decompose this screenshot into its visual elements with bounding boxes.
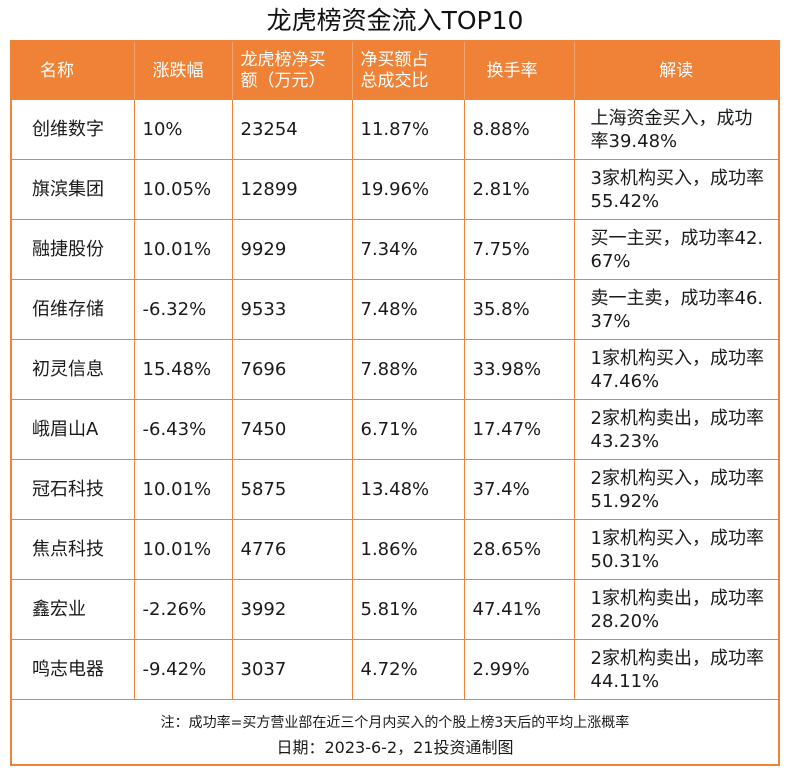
- cell-interpretation: 1家机构买入，成功率47.46%: [574, 339, 778, 400]
- cell-name: 融捷股份: [12, 219, 135, 280]
- header-name: 名称: [12, 42, 135, 100]
- cell-ratio: 7.48%: [352, 279, 465, 340]
- cell-name: 旗滨集团: [12, 159, 135, 220]
- cell-change: -6.43%: [134, 399, 233, 460]
- header-change: 涨跌幅: [134, 42, 233, 100]
- cell-change: 10.01%: [134, 219, 233, 280]
- cell-change: 10%: [134, 100, 233, 160]
- cell-turnover: 28.65%: [464, 519, 575, 580]
- cell-change: -6.32%: [134, 279, 233, 340]
- cell-ratio: 4.72%: [352, 639, 465, 700]
- table-row: 鑫宏业 -2.26% 3992 5.81% 47.41% 1家机构卖出，成功率2…: [12, 579, 778, 640]
- cell-change: -9.42%: [134, 639, 233, 700]
- header-ratio-line1: 净买额占: [360, 50, 429, 70]
- table-row: 冠石科技 10.01% 5875 13.48% 37.4% 2家机构买入，成功率…: [12, 459, 778, 520]
- cell-net-buy: 9533: [232, 279, 353, 340]
- cell-turnover: 37.4%: [464, 459, 575, 520]
- cell-interpretation: 卖一主卖，成功率46.37%: [574, 279, 778, 340]
- header-interpretation: 解读: [574, 42, 778, 100]
- cell-net-buy: 9929: [232, 219, 353, 280]
- table-row: 旗滨集团 10.05% 12899 19.96% 2.81% 3家机构买入，成功…: [12, 159, 778, 220]
- cell-change: -2.26%: [134, 579, 233, 640]
- cell-change: 10.05%: [134, 159, 233, 220]
- cell-net-buy: 7696: [232, 339, 353, 400]
- cell-ratio: 5.81%: [352, 579, 465, 640]
- table-row: 初灵信息 15.48% 7696 7.88% 33.98% 1家机构买入，成功率…: [12, 339, 778, 400]
- header-net-buy: 龙虎榜净买 额（万元）: [232, 42, 353, 100]
- cell-interpretation: 1家机构买入，成功率50.31%: [574, 519, 778, 580]
- cell-ratio: 19.96%: [352, 159, 465, 220]
- cell-interpretation: 上海资金买入，成功率39.48%: [574, 100, 778, 160]
- cell-turnover: 47.41%: [464, 579, 575, 640]
- cell-turnover: 2.81%: [464, 159, 575, 220]
- cell-ratio: 6.71%: [352, 399, 465, 460]
- footnote: 注：成功率=买方营业部在近三个月内买入的个股上榜3天后的平均上涨概率: [160, 715, 630, 731]
- cell-name: 焦点科技: [12, 519, 135, 580]
- cell-ratio: 13.48%: [352, 459, 465, 520]
- data-table-container: 名称 涨跌幅 龙虎榜净买 额（万元） 净买额占 总成交比 换手率 解读 创维数字…: [10, 40, 780, 766]
- cell-name: 峨眉山A: [12, 399, 135, 460]
- header-ratio-line2: 总成交比: [360, 71, 429, 91]
- cell-turnover: 8.88%: [464, 100, 575, 160]
- cell-net-buy: 5875: [232, 459, 353, 520]
- cell-net-buy: 12899: [232, 159, 353, 220]
- cell-change: 10.01%: [134, 519, 233, 580]
- table-row: 融捷股份 10.01% 9929 7.34% 7.75% 买一主买，成功率42.…: [12, 219, 778, 280]
- cell-interpretation: 2家机构买入，成功率51.92%: [574, 459, 778, 520]
- table-row: 鸣志电器 -9.42% 3037 4.72% 2.99% 2家机构卖出，成功率4…: [12, 639, 778, 700]
- cell-turnover: 35.8%: [464, 279, 575, 340]
- cell-net-buy: 3037: [232, 639, 353, 700]
- cell-name: 创维数字: [12, 100, 135, 160]
- date-credit: 日期：2023-6-2，21投资通制图: [276, 738, 514, 757]
- cell-change: 10.01%: [134, 459, 233, 520]
- cell-interpretation: 2家机构卖出，成功率43.23%: [574, 399, 778, 460]
- table-row: 佰维存储 -6.32% 9533 7.48% 35.8% 卖一主卖，成功率46.…: [12, 279, 778, 340]
- cell-turnover: 17.47%: [464, 399, 575, 460]
- table-header-row: 名称 涨跌幅 龙虎榜净买 额（万元） 净买额占 总成交比 换手率 解读: [12, 42, 778, 100]
- page-title: 龙虎榜资金流入TOP10: [266, 6, 524, 35]
- cell-net-buy: 7450: [232, 399, 353, 460]
- cell-name: 鑫宏业: [12, 579, 135, 640]
- table-row: 峨眉山A -6.43% 7450 6.71% 17.47% 2家机构卖出，成功率…: [12, 399, 778, 460]
- cell-net-buy: 23254: [232, 100, 353, 160]
- cell-interpretation: 3家机构买入，成功率55.42%: [574, 159, 778, 220]
- cell-interpretation: 买一主买，成功率42.67%: [574, 219, 778, 280]
- cell-net-buy: 3992: [232, 579, 353, 640]
- cell-change: 15.48%: [134, 339, 233, 400]
- cell-turnover: 2.99%: [464, 639, 575, 700]
- header-net-buy-line2: 额（万元）: [240, 71, 326, 91]
- cell-name: 鸣志电器: [12, 639, 135, 700]
- header-net-buy-line1: 龙虎榜净买: [240, 50, 326, 70]
- header-turnover: 换手率: [464, 42, 575, 100]
- cell-interpretation: 2家机构卖出，成功率44.11%: [574, 639, 778, 700]
- dragon-tiger-table: 名称 涨跌幅 龙虎榜净买 额（万元） 净买额占 总成交比 换手率 解读 创维数字…: [12, 42, 778, 700]
- cell-ratio: 7.88%: [352, 339, 465, 400]
- cell-net-buy: 4776: [232, 519, 353, 580]
- cell-ratio: 11.87%: [352, 100, 465, 160]
- cell-interpretation: 1家机构卖出，成功率28.20%: [574, 579, 778, 640]
- cell-ratio: 1.86%: [352, 519, 465, 580]
- table-row: 创维数字 10% 23254 11.87% 8.88% 上海资金买入，成功率39…: [12, 100, 778, 160]
- cell-turnover: 33.98%: [464, 339, 575, 400]
- cell-name: 佰维存储: [12, 279, 135, 340]
- cell-name: 初灵信息: [12, 339, 135, 400]
- table-row: 焦点科技 10.01% 4776 1.86% 28.65% 1家机构买入，成功率…: [12, 519, 778, 580]
- header-ratio: 净买额占 总成交比: [352, 42, 465, 100]
- cell-ratio: 7.34%: [352, 219, 465, 280]
- cell-turnover: 7.75%: [464, 219, 575, 280]
- cell-name: 冠石科技: [12, 459, 135, 520]
